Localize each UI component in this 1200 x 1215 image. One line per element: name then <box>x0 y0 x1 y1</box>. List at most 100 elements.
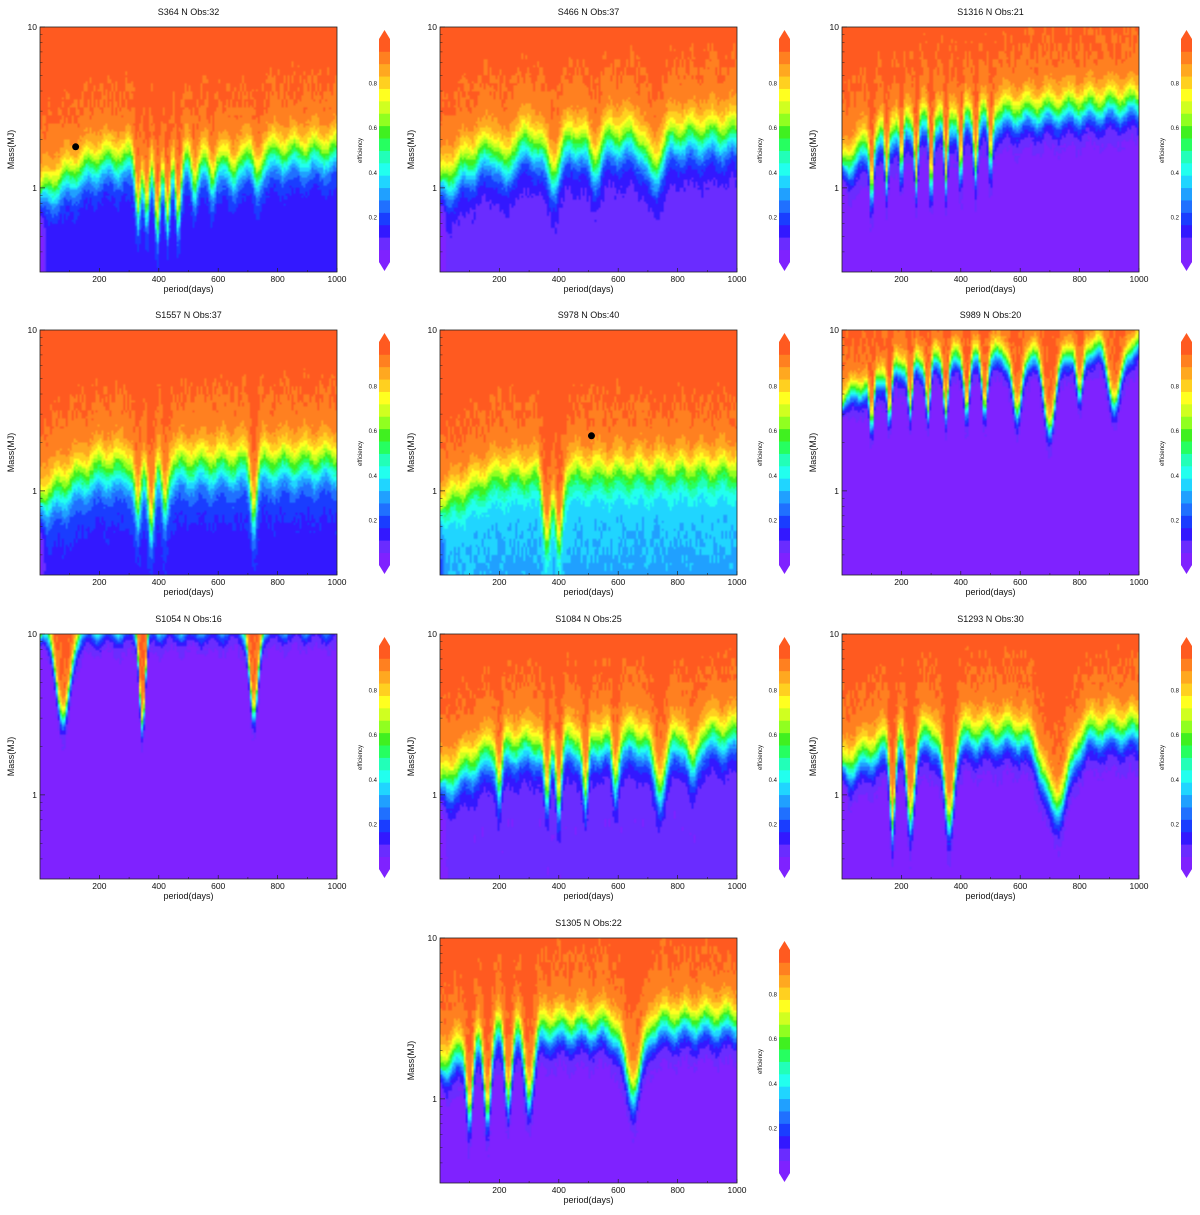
x-tick-label: 400 <box>552 881 566 891</box>
colorbar-tick-label: 0.2 <box>369 518 378 524</box>
colorbar-segment <box>1181 527 1192 541</box>
colorbar-segment <box>379 138 390 151</box>
colorbar-segment <box>779 794 790 808</box>
colorbar-segment <box>379 125 390 139</box>
x-tick-label: 200 <box>92 577 106 587</box>
colorbar-tick-label: 0.2 <box>1171 215 1180 221</box>
colorbar-segment <box>779 999 790 1013</box>
colorbar-segment <box>379 354 390 368</box>
colorbar-segment <box>379 162 390 176</box>
colorbar-segment <box>1181 237 1192 251</box>
y-tick-label: 1 <box>432 790 437 800</box>
colorbar-segment <box>1181 162 1192 176</box>
colorbar-segment <box>779 187 790 201</box>
x-tick-label: 600 <box>611 1185 625 1195</box>
colorbar-segment <box>1181 490 1192 504</box>
y-tick-label: 1 <box>432 1094 437 1104</box>
colorbar-segment <box>379 441 390 454</box>
colorbar-bottom-arrow <box>1181 565 1192 574</box>
panel-3: S1316 N Obs:21 200 400 600 800 1000 1 10 period(… <box>808 7 1192 294</box>
colorbar-segment <box>1181 39 1192 52</box>
y-tick-label: 10 <box>28 629 38 639</box>
colorbar-segment <box>1181 757 1192 771</box>
y-tick-label: 1 <box>834 790 839 800</box>
x-tick-label: 1000 <box>728 1185 747 1195</box>
heatmap-image <box>40 27 337 272</box>
colorbar-segment <box>379 237 390 251</box>
x-tick-label: 1000 <box>728 274 747 284</box>
colorbar-segment <box>379 453 390 467</box>
colorbar-bottom-arrow <box>1181 262 1192 271</box>
heatmap-image <box>842 634 1139 879</box>
colorbar-segment <box>779 1123 790 1137</box>
colorbar-segment <box>379 527 390 541</box>
colorbar-top-arrow <box>379 637 390 646</box>
x-tick-label: 800 <box>671 274 685 284</box>
colorbar-segment <box>779 39 790 52</box>
colorbar-segment <box>1181 88 1192 102</box>
colorbar-top-arrow <box>779 333 790 342</box>
colorbar-segment <box>1181 342 1192 355</box>
colorbar-segment <box>1181 769 1192 783</box>
colorbar-segment <box>779 658 790 672</box>
chart-title: S1084 N Obs:25 <box>555 614 622 624</box>
colorbar-segment <box>379 249 390 263</box>
colorbar-segment <box>379 63 390 77</box>
y-tick-label: 10 <box>28 325 38 335</box>
colorbar-segment <box>1181 503 1192 516</box>
colorbar-tick-label: 0.2 <box>769 822 778 828</box>
colorbar-segment <box>379 212 390 226</box>
colorbar-top-arrow <box>779 941 790 950</box>
colorbar-segment <box>379 39 390 52</box>
x-axis-label: period(days) <box>965 891 1015 901</box>
colorbar-segment <box>1181 428 1192 442</box>
colorbar-tick-label: 0.8 <box>769 82 778 88</box>
colorbar-segment <box>779 150 790 164</box>
chart-title: S989 N Obs:20 <box>960 310 1022 320</box>
x-tick-label: 200 <box>492 1185 506 1195</box>
panel-6: S989 N Obs:20 200 400 600 800 1000 1 10 period(d… <box>808 310 1192 597</box>
x-tick-label: 1000 <box>328 274 347 284</box>
colorbar-segment <box>779 974 790 988</box>
colorbar-segment <box>779 453 790 467</box>
colorbar-segment <box>379 503 390 516</box>
colorbar-segment <box>779 856 790 870</box>
colorbar-segment <box>779 720 790 734</box>
colorbar-bottom-arrow <box>379 565 390 574</box>
x-tick-label: 600 <box>1013 274 1027 284</box>
colorbar-segment <box>1181 187 1192 201</box>
colorbar-bottom-arrow <box>779 869 790 878</box>
colorbar-segment <box>1181 794 1192 808</box>
colorbar-segment <box>1181 782 1192 796</box>
x-tick-label: 400 <box>954 881 968 891</box>
colorbar-label: efficiency <box>358 138 364 163</box>
colorbar-segment <box>779 416 790 430</box>
colorbar-tick-label: 0.6 <box>369 126 378 132</box>
colorbar-segment <box>779 237 790 251</box>
colorbar-segment <box>1181 745 1192 758</box>
colorbar-tick-label: 0.4 <box>369 171 378 177</box>
chart-title: S1293 N Obs:30 <box>957 614 1024 624</box>
x-tick-label: 200 <box>492 881 506 891</box>
colorbar-segment <box>779 162 790 176</box>
colorbar-tick-label: 0.8 <box>769 385 778 391</box>
x-tick-label: 1000 <box>328 881 347 891</box>
x-tick-label: 1000 <box>1130 577 1149 587</box>
colorbar-segment <box>379 416 390 430</box>
x-tick-label: 400 <box>552 577 566 587</box>
colorbar-top-arrow <box>379 30 390 39</box>
chart-title: S1054 N Obs:16 <box>155 614 222 624</box>
colorbar-segment <box>779 76 790 89</box>
x-tick-label: 800 <box>671 577 685 587</box>
x-tick-label: 600 <box>211 274 225 284</box>
x-tick-label: 200 <box>894 577 908 587</box>
colorbar-tick-label: 0.6 <box>769 733 778 739</box>
x-tick-label: 200 <box>92 274 106 284</box>
colorbar-bottom-arrow <box>779 262 790 271</box>
colorbar-segment <box>1181 453 1192 467</box>
x-axis-label: period(days) <box>163 587 213 597</box>
colorbar-segment <box>779 366 790 380</box>
colorbar-tick-label: 0.2 <box>769 215 778 221</box>
colorbar-segment <box>1181 366 1192 380</box>
x-tick-label: 400 <box>552 1185 566 1195</box>
